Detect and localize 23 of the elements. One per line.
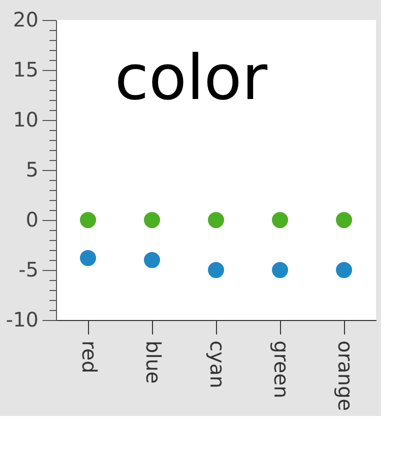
point (208, 262, 224, 278)
point (80, 212, 96, 228)
x-tick-label: red (78, 340, 102, 374)
y-tick-label: -5 (18, 258, 38, 282)
x-tick-label: green (270, 340, 294, 398)
point (272, 262, 288, 278)
y-tick-label: 15 (13, 58, 38, 82)
point (336, 212, 352, 228)
y-tick-label: 0 (26, 208, 38, 232)
y-tick-label: 5 (26, 158, 38, 182)
y-tick-label: 20 (13, 8, 38, 32)
x-tick-label: blue (142, 340, 166, 384)
x-tick-label: cyan (206, 340, 230, 388)
point (336, 262, 352, 278)
x-tick-label: orange (334, 340, 358, 411)
point (208, 212, 224, 228)
point (144, 212, 160, 228)
chart-title: color (114, 41, 268, 114)
y-tick-label: 10 (13, 108, 38, 132)
point (144, 252, 160, 268)
point (272, 212, 288, 228)
point (80, 250, 96, 266)
y-tick-label: -10 (6, 308, 38, 332)
